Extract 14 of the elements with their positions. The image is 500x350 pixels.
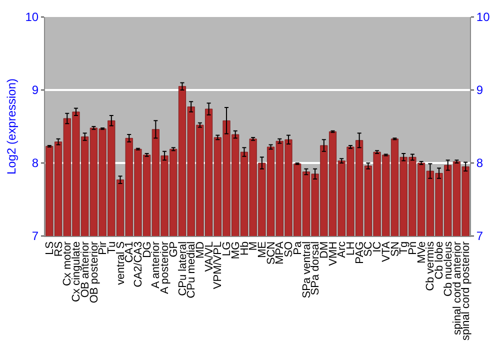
y-tick-label: 8 xyxy=(32,156,39,170)
x-tick-label: spinal cord posterior xyxy=(460,241,472,340)
y2-tick-label: 7 xyxy=(476,229,484,244)
y2-tick-label: 9 xyxy=(476,83,484,98)
x-tick-label: Tg xyxy=(398,241,410,254)
x-tick-label: DM xyxy=(318,241,330,259)
x-tick-label: Cb nucleus xyxy=(442,240,454,296)
y-tick-label: 10 xyxy=(25,10,39,24)
y-axis-title: Log2 (expression) xyxy=(4,78,19,175)
y2-tick-label: 8 xyxy=(476,156,484,170)
y-tick-label: 9 xyxy=(32,83,39,98)
y2-tick-label: 10 xyxy=(476,10,490,24)
x-tick-label: Pa xyxy=(292,240,304,255)
y-tick-label: 7 xyxy=(32,229,39,244)
